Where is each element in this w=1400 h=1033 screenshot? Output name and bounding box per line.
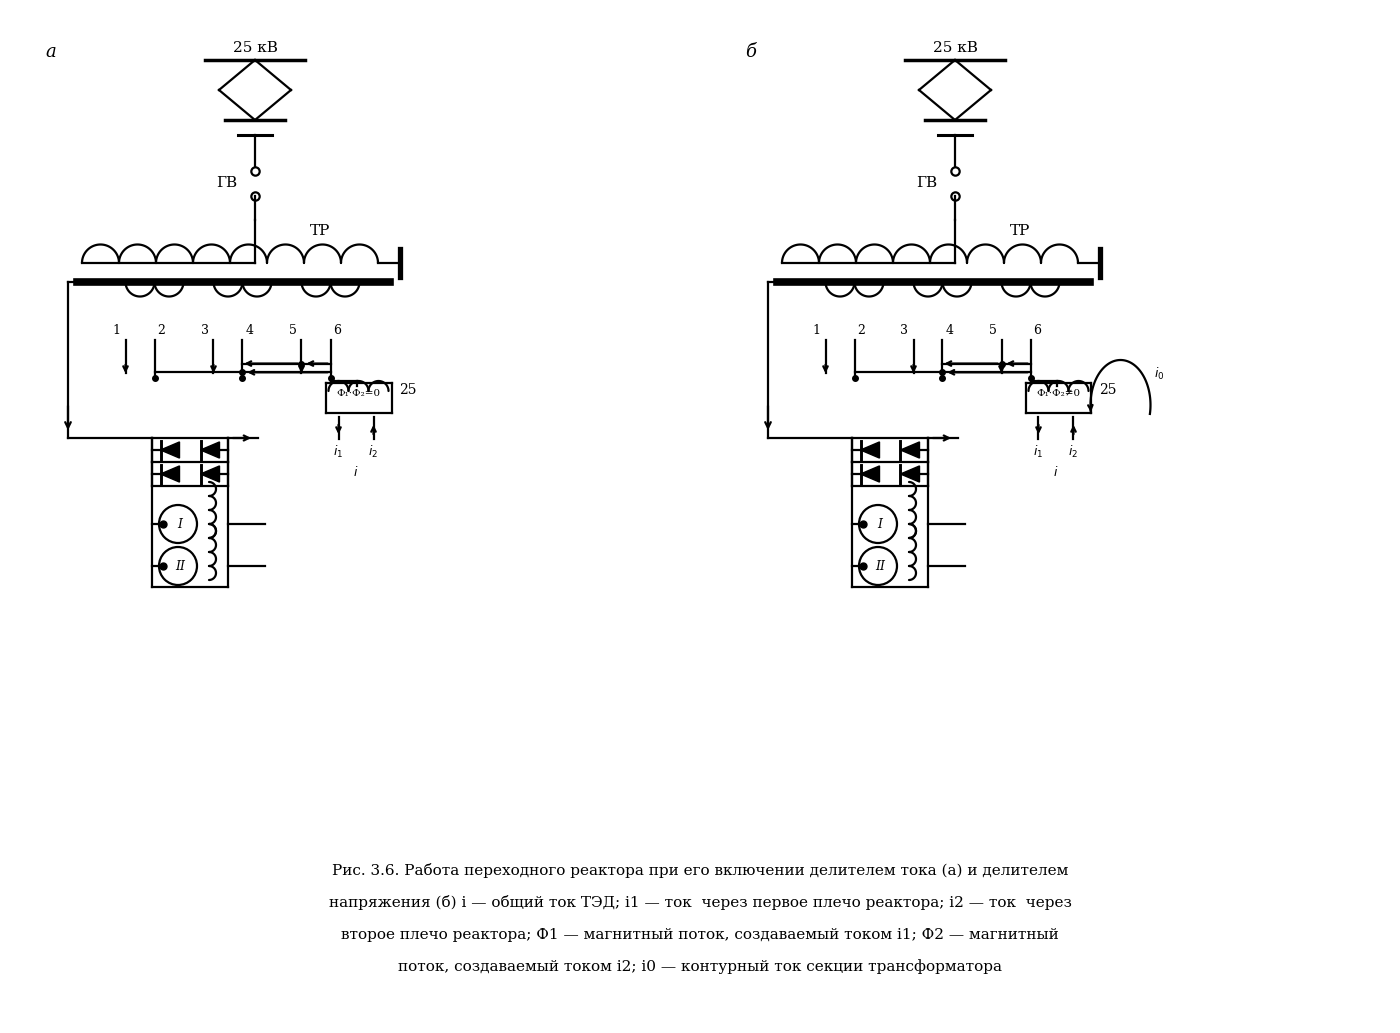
Polygon shape bbox=[861, 466, 879, 482]
Text: 3: 3 bbox=[200, 324, 209, 337]
Text: $i_1$: $i_1$ bbox=[333, 444, 343, 460]
Text: II: II bbox=[875, 560, 885, 572]
Text: $i_2$: $i_2$ bbox=[1068, 444, 1078, 460]
Circle shape bbox=[160, 547, 197, 585]
Text: 25: 25 bbox=[1099, 383, 1117, 397]
Text: 25: 25 bbox=[399, 383, 417, 397]
Text: $i$: $i$ bbox=[353, 465, 358, 479]
Text: 4: 4 bbox=[245, 324, 253, 337]
Text: I: I bbox=[178, 518, 182, 531]
Polygon shape bbox=[161, 442, 179, 458]
Text: ГВ: ГВ bbox=[216, 176, 237, 190]
Text: $i_2$: $i_2$ bbox=[368, 444, 378, 460]
Text: 2: 2 bbox=[158, 324, 165, 337]
Text: 25 кВ: 25 кВ bbox=[932, 41, 977, 55]
Polygon shape bbox=[161, 466, 179, 482]
Text: $i_1$: $i_1$ bbox=[1033, 444, 1043, 460]
Text: а: а bbox=[45, 43, 56, 61]
Text: Рис. 3.6. Работа переходного реактора при его включении делителем тока (а) и дел: Рис. 3.6. Работа переходного реактора пр… bbox=[332, 863, 1068, 878]
Text: $i_0$: $i_0$ bbox=[1155, 366, 1165, 381]
Text: ТР: ТР bbox=[309, 224, 330, 238]
Text: 25 кВ: 25 кВ bbox=[232, 41, 277, 55]
Text: 5: 5 bbox=[988, 324, 997, 337]
Circle shape bbox=[160, 505, 197, 543]
Text: ТР: ТР bbox=[1009, 224, 1030, 238]
Text: I: I bbox=[878, 518, 882, 531]
Text: 1: 1 bbox=[112, 324, 120, 337]
Text: 6: 6 bbox=[333, 324, 342, 337]
Text: 3: 3 bbox=[900, 324, 909, 337]
Text: напряжения (б) i — общий ток ТЭД; i1 — ток  через первое плечо реактора; i2 — то: напряжения (б) i — общий ток ТЭД; i1 — т… bbox=[329, 895, 1071, 910]
Polygon shape bbox=[200, 442, 220, 458]
Text: ГВ: ГВ bbox=[916, 176, 937, 190]
Text: Ф₁·Ф₂≠0: Ф₁·Ф₂≠0 bbox=[1036, 388, 1081, 398]
Polygon shape bbox=[861, 442, 879, 458]
Text: 1: 1 bbox=[812, 324, 820, 337]
Polygon shape bbox=[200, 466, 220, 482]
Text: 5: 5 bbox=[288, 324, 297, 337]
Polygon shape bbox=[900, 442, 920, 458]
Text: II: II bbox=[175, 560, 185, 572]
Text: б: б bbox=[745, 43, 756, 61]
Circle shape bbox=[860, 547, 897, 585]
Polygon shape bbox=[900, 466, 920, 482]
Text: 4: 4 bbox=[945, 324, 953, 337]
Text: 2: 2 bbox=[857, 324, 865, 337]
Circle shape bbox=[860, 505, 897, 543]
Text: поток, создаваемый током i2; i0 — контурный ток секции трансформатора: поток, создаваемый током i2; i0 — контур… bbox=[398, 959, 1002, 974]
Text: второе плечо реактора; Ф1 — магнитный поток, создаваемый током i1; Ф2 — магнитны: второе плечо реактора; Ф1 — магнитный по… bbox=[342, 928, 1058, 942]
Text: $i$: $i$ bbox=[1053, 465, 1058, 479]
Text: 6: 6 bbox=[1033, 324, 1042, 337]
Text: Ф₁·Ф₂=0: Ф₁·Ф₂=0 bbox=[336, 388, 381, 398]
